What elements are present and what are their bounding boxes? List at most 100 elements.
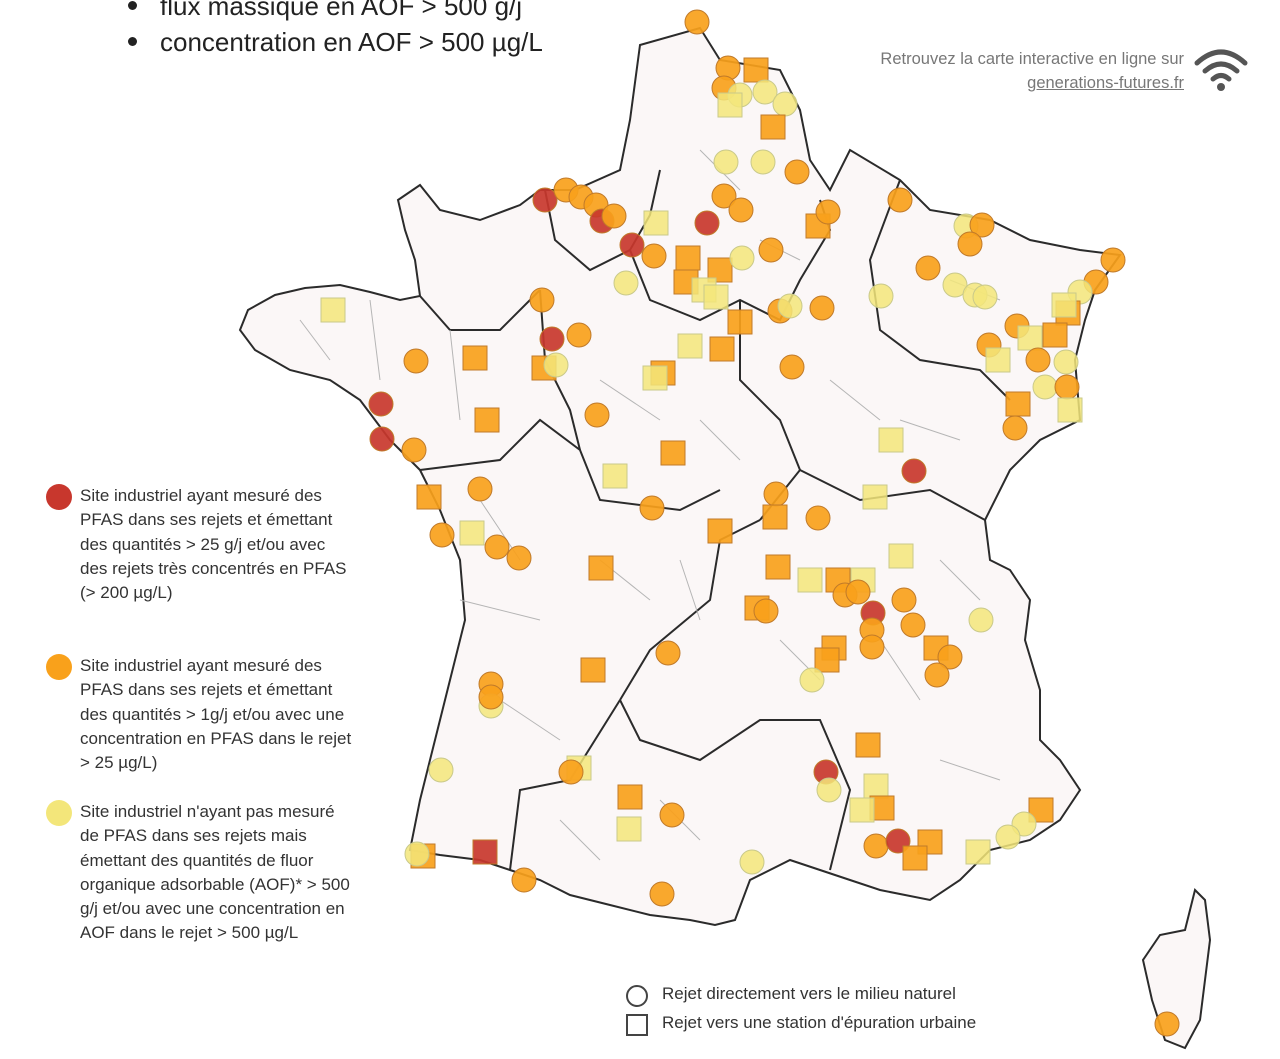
- site-marker-medium-circle[interactable]: [957, 231, 983, 257]
- site-marker-medium-circle[interactable]: [1002, 415, 1028, 441]
- site-marker-low-square[interactable]: [797, 567, 823, 593]
- site-marker-medium-square[interactable]: [709, 336, 735, 362]
- site-marker-medium-circle[interactable]: [659, 802, 685, 828]
- site-marker-low-circle[interactable]: [729, 245, 755, 271]
- site-marker-low-circle[interactable]: [543, 352, 569, 378]
- site-marker-low-square[interactable]: [862, 484, 888, 510]
- site-marker-low-square[interactable]: [985, 347, 1011, 373]
- site-marker-high-circle[interactable]: [694, 210, 720, 236]
- site-marker-medium-square[interactable]: [660, 440, 686, 466]
- site-marker-high-circle[interactable]: [532, 187, 558, 213]
- site-marker-medium-circle[interactable]: [784, 159, 810, 185]
- site-marker-medium-circle[interactable]: [969, 212, 995, 238]
- site-marker-medium-circle[interactable]: [1025, 347, 1051, 373]
- site-marker-low-square[interactable]: [703, 284, 729, 310]
- site-marker-medium-square[interactable]: [416, 484, 442, 510]
- site-marker-low-circle[interactable]: [968, 607, 994, 633]
- site-marker-low-square[interactable]: [459, 520, 485, 546]
- site-marker-low-circle[interactable]: [942, 272, 968, 298]
- site-marker-low-square[interactable]: [717, 92, 743, 118]
- site-marker-low-square[interactable]: [1051, 292, 1077, 318]
- site-marker-low-square[interactable]: [878, 427, 904, 453]
- site-marker-low-square[interactable]: [320, 297, 346, 323]
- site-marker-medium-square[interactable]: [760, 114, 786, 140]
- site-marker-low-circle[interactable]: [772, 91, 798, 117]
- site-marker-low-square[interactable]: [965, 839, 991, 865]
- site-marker-low-circle[interactable]: [995, 824, 1021, 850]
- site-marker-medium-circle[interactable]: [891, 587, 917, 613]
- site-marker-medium-circle[interactable]: [900, 612, 926, 638]
- site-marker-medium-circle[interactable]: [639, 495, 665, 521]
- site-marker-medium-square[interactable]: [727, 309, 753, 335]
- site-marker-medium-square[interactable]: [743, 57, 769, 83]
- site-marker-low-square[interactable]: [602, 463, 628, 489]
- site-marker-medium-circle[interactable]: [655, 640, 681, 666]
- site-marker-low-circle[interactable]: [1032, 374, 1058, 400]
- site-marker-medium-circle[interactable]: [584, 402, 610, 428]
- site-marker-low-square[interactable]: [677, 333, 703, 359]
- site-marker-medium-circle[interactable]: [403, 348, 429, 374]
- site-marker-low-circle[interactable]: [404, 841, 430, 867]
- site-marker-medium-square[interactable]: [765, 554, 791, 580]
- site-marker-high-circle[interactable]: [539, 326, 565, 352]
- site-marker-medium-circle[interactable]: [649, 881, 675, 907]
- site-marker-high-square[interactable]: [472, 839, 498, 865]
- site-marker-low-circle[interactable]: [752, 79, 778, 105]
- site-marker-low-circle[interactable]: [428, 757, 454, 783]
- site-marker-low-circle[interactable]: [713, 149, 739, 175]
- site-marker-medium-circle[interactable]: [753, 598, 779, 624]
- site-marker-high-circle[interactable]: [369, 426, 395, 452]
- site-marker-low-square[interactable]: [616, 816, 642, 842]
- site-marker-medium-circle[interactable]: [845, 579, 871, 605]
- site-marker-medium-circle[interactable]: [558, 759, 584, 785]
- online-map-link[interactable]: generations-futures.fr: [1027, 74, 1184, 92]
- site-marker-medium-square[interactable]: [462, 345, 488, 371]
- site-marker-medium-square[interactable]: [1042, 322, 1068, 348]
- site-marker-medium-circle[interactable]: [566, 322, 592, 348]
- site-marker-low-circle[interactable]: [777, 293, 803, 319]
- site-marker-low-square[interactable]: [863, 773, 889, 799]
- site-marker-medium-square[interactable]: [675, 245, 701, 271]
- site-marker-high-circle[interactable]: [901, 458, 927, 484]
- site-marker-low-square[interactable]: [849, 797, 875, 823]
- site-marker-medium-circle[interactable]: [641, 243, 667, 269]
- site-marker-medium-square[interactable]: [580, 657, 606, 683]
- site-marker-low-square[interactable]: [1057, 397, 1083, 423]
- site-marker-low-square[interactable]: [1017, 325, 1043, 351]
- site-marker-medium-square[interactable]: [474, 407, 500, 433]
- site-marker-low-square[interactable]: [642, 365, 668, 391]
- site-marker-medium-circle[interactable]: [506, 545, 532, 571]
- site-marker-low-circle[interactable]: [868, 283, 894, 309]
- site-marker-medium-circle[interactable]: [511, 867, 537, 893]
- site-marker-medium-square[interactable]: [617, 784, 643, 810]
- site-marker-medium-circle[interactable]: [684, 9, 710, 35]
- site-marker-low-circle[interactable]: [613, 270, 639, 296]
- site-marker-low-circle[interactable]: [799, 667, 825, 693]
- site-marker-medium-square[interactable]: [1005, 391, 1031, 417]
- site-marker-medium-square[interactable]: [902, 845, 928, 871]
- site-marker-medium-circle[interactable]: [711, 183, 737, 209]
- site-marker-medium-circle[interactable]: [728, 197, 754, 223]
- site-marker-low-circle[interactable]: [1053, 349, 1079, 375]
- site-marker-high-circle[interactable]: [619, 232, 645, 258]
- site-marker-low-circle[interactable]: [739, 849, 765, 875]
- site-marker-medium-circle[interactable]: [401, 437, 427, 463]
- site-marker-medium-circle[interactable]: [779, 354, 805, 380]
- site-marker-medium-circle[interactable]: [887, 187, 913, 213]
- site-marker-low-circle[interactable]: [750, 149, 776, 175]
- site-marker-medium-square[interactable]: [855, 732, 881, 758]
- site-marker-medium-circle[interactable]: [484, 534, 510, 560]
- site-marker-medium-circle[interactable]: [937, 644, 963, 670]
- site-marker-medium-circle[interactable]: [467, 476, 493, 502]
- site-marker-high-circle[interactable]: [368, 391, 394, 417]
- site-marker-medium-circle[interactable]: [859, 634, 885, 660]
- site-marker-medium-circle[interactable]: [915, 255, 941, 281]
- site-marker-medium-square[interactable]: [762, 504, 788, 530]
- site-marker-medium-circle[interactable]: [429, 522, 455, 548]
- site-marker-medium-square[interactable]: [814, 647, 840, 673]
- site-marker-medium-circle[interactable]: [601, 203, 627, 229]
- site-marker-medium-circle[interactable]: [478, 684, 504, 710]
- site-marker-medium-circle[interactable]: [809, 295, 835, 321]
- site-marker-low-square[interactable]: [643, 210, 669, 236]
- site-marker-medium-circle[interactable]: [1054, 374, 1080, 400]
